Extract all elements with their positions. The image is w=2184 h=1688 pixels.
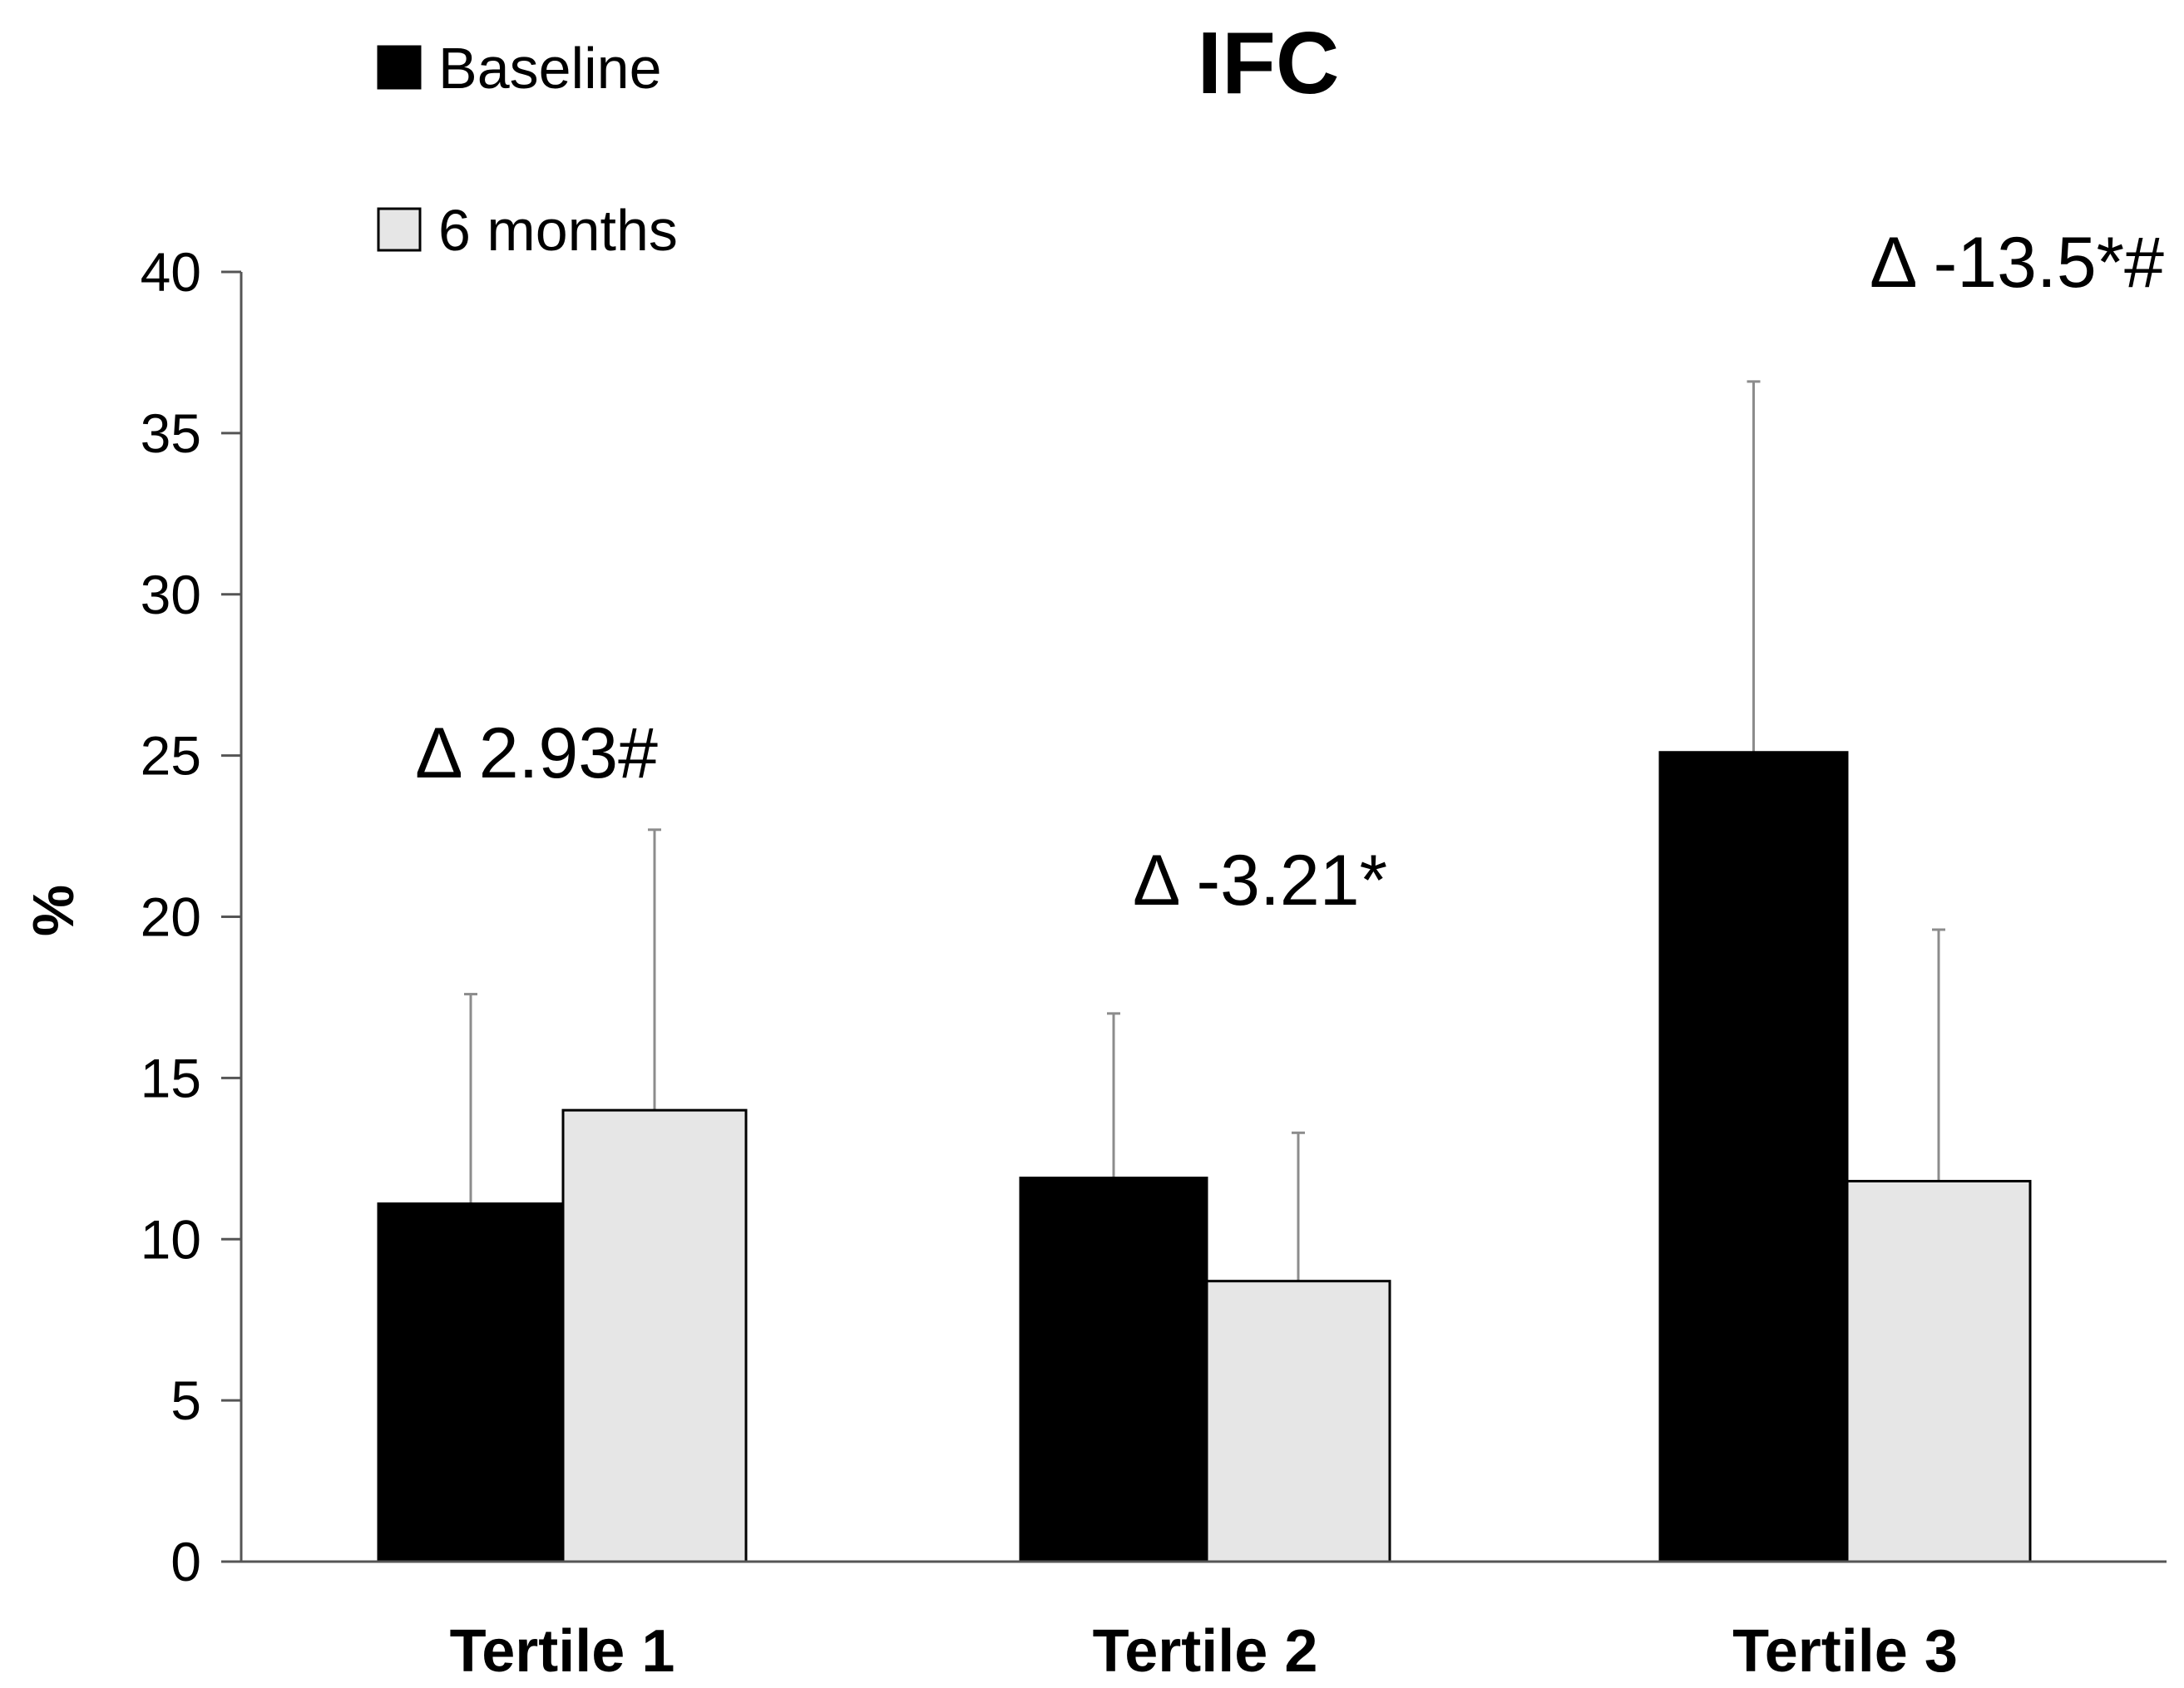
chart-title: IFC <box>1198 14 1340 112</box>
y-tick-label: 0 <box>170 1531 201 1592</box>
legend-swatch <box>377 45 422 90</box>
legend-swatch <box>377 207 422 252</box>
legend-label: 6 months <box>438 198 678 263</box>
x-axis: Tertile 1 Tertile 2 Tertile 3 <box>241 1560 2167 1685</box>
y-axis-label: % <box>21 885 86 936</box>
annotations: Δ 2.93# Δ -3.21* Δ -13.5*# <box>415 223 2164 921</box>
y-tick-label: 20 <box>141 886 201 948</box>
x-category-label: Tertile 2 <box>1093 1618 1318 1685</box>
delta-annotation: Δ -13.5*# <box>1870 223 2164 303</box>
y-tick-label: 40 <box>141 241 201 303</box>
y-tick-label: 10 <box>141 1208 201 1270</box>
bars <box>377 751 2032 1563</box>
bar-6-months-tertile-2 <box>1205 1280 1391 1563</box>
bar-6-months-tertile-3 <box>1846 1179 2032 1563</box>
x-category-label: Tertile 3 <box>1732 1618 1958 1685</box>
y-tick-label: 5 <box>170 1370 201 1431</box>
y-tick-label: 15 <box>141 1047 201 1108</box>
bar-baseline-tertile-1 <box>377 1202 565 1563</box>
y-axis: 0 5 10 15 20 25 30 35 40 <box>141 241 243 1592</box>
legend: Baseline 6 months <box>377 36 678 263</box>
y-tick-label: 35 <box>141 402 201 464</box>
delta-annotation: Δ 2.93# <box>415 713 658 793</box>
x-category-label: Tertile 1 <box>450 1618 675 1685</box>
legend-label: Baseline <box>438 36 662 101</box>
y-tick-label: 25 <box>141 725 201 787</box>
delta-annotation: Δ -3.21* <box>1133 841 1387 921</box>
y-tick-label: 30 <box>141 564 201 625</box>
bar-6-months-tertile-1 <box>561 1108 748 1563</box>
bar-baseline-tertile-3 <box>1658 751 1849 1563</box>
bar-baseline-tertile-2 <box>1019 1177 1208 1563</box>
error-bars <box>464 380 1945 1281</box>
